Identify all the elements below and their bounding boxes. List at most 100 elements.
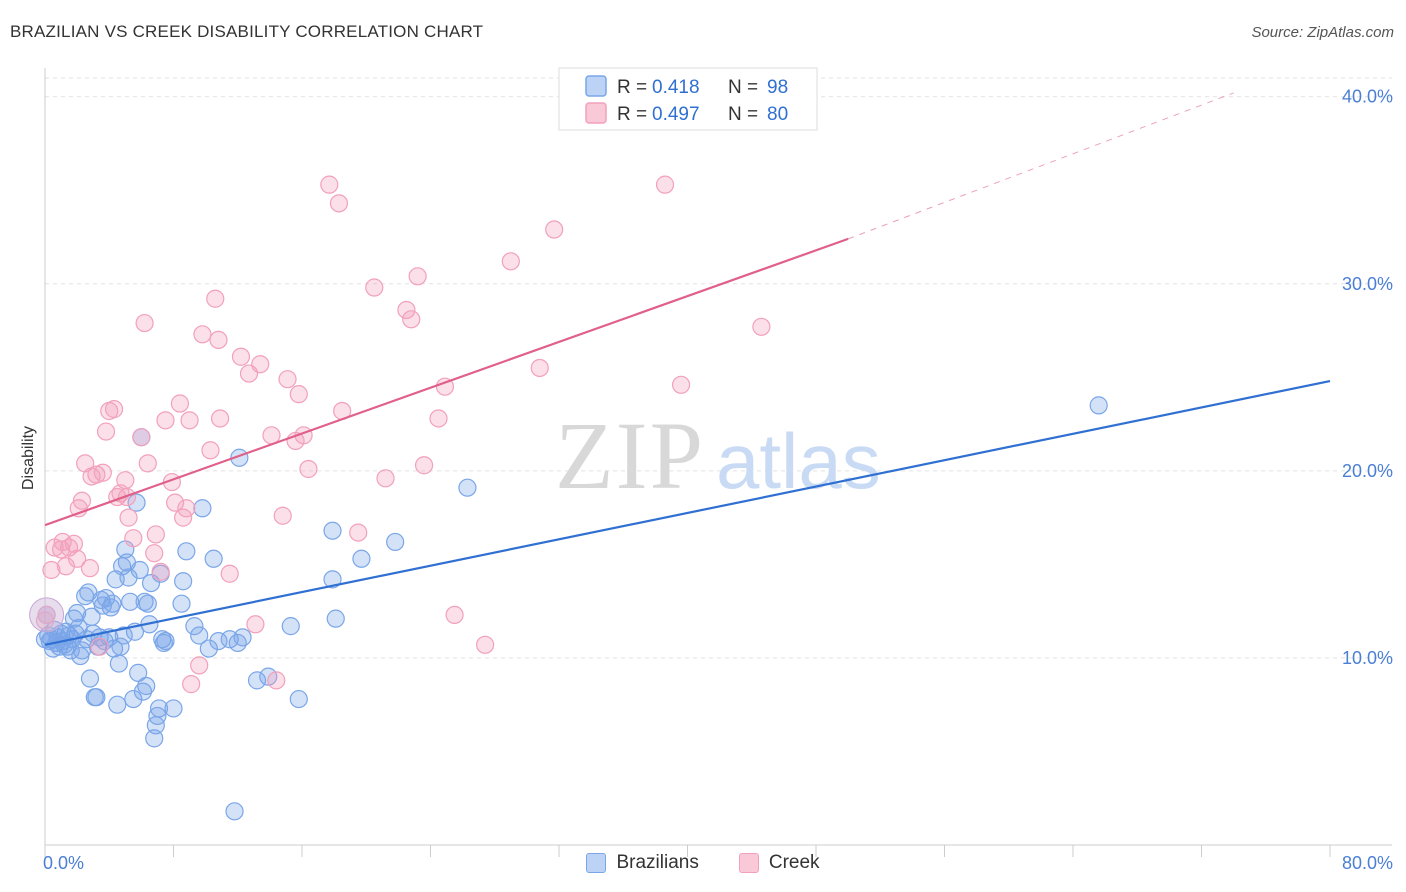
legend-n-value-1: 98 <box>767 77 788 98</box>
point-brazilians <box>124 689 143 709</box>
point-brazilians <box>35 630 55 649</box>
point-brazilians <box>172 594 191 613</box>
point-creek <box>376 469 395 488</box>
point-creek <box>90 637 109 656</box>
legend-label-brazilians: Brazilians <box>616 852 699 873</box>
watermark-zip: ZIP <box>555 402 705 509</box>
watermark: ZIP atlas <box>555 402 881 509</box>
point-creek <box>349 523 368 542</box>
point-creek <box>445 605 464 625</box>
point-creek <box>476 635 495 654</box>
point-creek <box>145 544 164 563</box>
point-brazilians <box>148 706 167 726</box>
y-tick-label: 20.0% <box>1342 461 1393 481</box>
point-brazilians <box>458 478 477 497</box>
point-creek <box>116 471 135 490</box>
legend-r-value-1: 0.418 <box>652 77 700 98</box>
point-brazilians <box>323 521 342 540</box>
point-brazilians <box>209 631 228 651</box>
point-brazilians <box>352 549 371 568</box>
point-creek <box>210 409 230 428</box>
point-brazilians <box>281 617 300 636</box>
legend-item-creek[interactable]: Creek <box>738 852 820 874</box>
point-creek <box>96 422 116 441</box>
point-brazilians <box>326 609 345 628</box>
trend-line-creek <box>44 237 849 527</box>
point-brazilians <box>193 499 212 518</box>
cluster-point <box>29 597 65 633</box>
legend-swatch-creek-bottom <box>738 853 759 873</box>
legend-r-label-1: R = <box>617 77 647 98</box>
series-legend: Brazilians Creek <box>0 852 1406 874</box>
x-tick-label-max: 80.0% <box>1342 853 1393 873</box>
chart-title: BRAZILIAN VS CREEK DISABILITY CORRELATIO… <box>10 22 484 41</box>
point-creek <box>365 278 384 297</box>
tick-labels: 10.0% 20.0% 30.0% 40.0% 0.0% 80.0% <box>43 87 1393 873</box>
point-creek <box>206 289 225 308</box>
point-brazilians <box>137 676 156 696</box>
point-creek <box>329 194 349 213</box>
legend-item-brazilians[interactable]: Brazilians <box>586 852 699 874</box>
point-creek <box>246 615 265 634</box>
point-creek <box>501 252 520 271</box>
watermark-atlas: atlas <box>716 417 881 505</box>
point-creek <box>397 300 416 320</box>
trend-extension-creek <box>847 92 1234 240</box>
point-creek <box>135 313 154 333</box>
point-brazilians <box>103 594 122 613</box>
point-brazilians <box>190 626 209 645</box>
axes <box>44 68 1392 857</box>
point-creek <box>72 491 92 510</box>
y-axis-label: Disability <box>20 426 37 490</box>
legend-n-value-2: 80 <box>767 104 788 125</box>
point-creek <box>545 220 564 239</box>
point-brazilians <box>108 695 127 714</box>
legend-n-label-1: N = <box>728 77 758 98</box>
point-creek <box>132 428 151 447</box>
trend-line-brazilians <box>44 379 1331 646</box>
correlation-legend: R = 0.418 N = 98 R = 0.497 N = 80 <box>558 67 818 131</box>
point-brazilians <box>145 729 164 748</box>
point-brazilians <box>177 542 196 561</box>
y-tick-label: 30.0% <box>1342 274 1393 294</box>
point-creek <box>320 175 339 194</box>
point-brazilians <box>133 682 153 701</box>
legend-n-label-2: N = <box>728 104 758 125</box>
point-brazilians <box>1089 396 1108 415</box>
point-brazilians <box>289 689 308 709</box>
point-brazilians <box>64 609 84 628</box>
point-creek <box>146 525 165 544</box>
point-brazilians <box>228 633 247 653</box>
point-brazilians <box>121 592 140 611</box>
point-creek <box>182 675 201 694</box>
point-creek <box>124 529 143 548</box>
point-creek <box>119 508 138 527</box>
point-creek <box>251 355 270 374</box>
point-creek <box>87 465 106 484</box>
point-creek <box>93 463 112 482</box>
legend-label-creek: Creek <box>768 852 820 873</box>
point-creek <box>267 671 286 690</box>
point-creek <box>408 267 427 286</box>
trend-lines <box>44 92 1331 646</box>
point-creek <box>655 175 675 194</box>
y-tick-label: 10.0% <box>1342 648 1393 668</box>
source-credit: Source: ZipAtlas.com <box>1251 24 1394 41</box>
point-creek <box>220 564 239 583</box>
point-brazilians <box>114 626 133 645</box>
point-creek <box>64 534 84 553</box>
point-brazilians <box>68 603 87 623</box>
point-brazilians <box>204 549 223 568</box>
point-brazilians <box>109 654 128 673</box>
point-creek <box>402 310 421 329</box>
legend-r-value-2: 0.497 <box>652 104 700 125</box>
point-creek <box>180 411 199 430</box>
point-creek <box>170 394 190 413</box>
point-brazilians <box>164 699 183 718</box>
point-creek <box>104 400 124 419</box>
point-brazilians <box>386 532 405 552</box>
legend-swatch-creek <box>585 102 607 124</box>
point-creek <box>166 493 185 512</box>
point-creek <box>138 454 157 473</box>
point-creek <box>68 549 87 568</box>
